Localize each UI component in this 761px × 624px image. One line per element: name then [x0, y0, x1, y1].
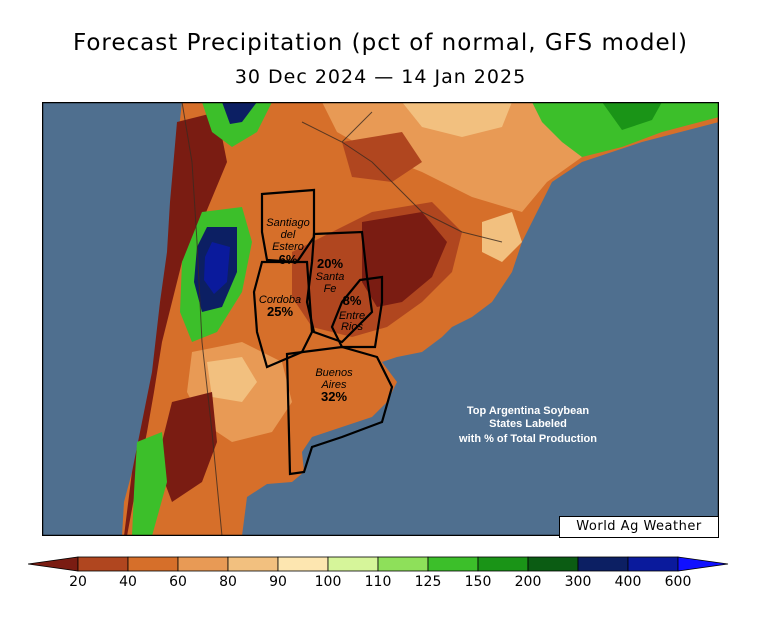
legend-swatch: [327, 556, 379, 572]
svg-text:Rios: Rios: [341, 321, 364, 333]
legend-label: 80: [219, 574, 237, 590]
svg-text:with % of Total Production: with % of Total Production: [458, 433, 597, 445]
region-brazil-coast-wet: [532, 102, 719, 157]
state-label-buenos-aires: Buenos Aires 32%: [315, 367, 353, 404]
svg-text:States Labeled: States Labeled: [489, 418, 567, 430]
svg-text:Cordoba: Cordoba: [259, 294, 301, 306]
region-andes-max: [204, 242, 230, 294]
svg-text:Estero: Estero: [272, 241, 304, 253]
svg-text:del: del: [281, 229, 296, 241]
legend-swatch: [377, 556, 429, 572]
border-entre-rios: [330, 275, 384, 349]
region-north-andes-wet: [202, 102, 272, 147]
border-cordoba: [252, 260, 314, 369]
map-subtitle: 30 Dec 2024 — 14 Jan 2025: [234, 66, 527, 88]
legend-swatch: [277, 556, 329, 572]
legend-swatch: [427, 556, 479, 572]
legend-labels: 20 40 60 80 90 100 110 125 150 200 300 400 600: [0, 574, 761, 594]
precipitation-map: Santiago del Estero 6% 20% Santa Fe Cord…: [42, 102, 719, 536]
legend-swatch: [477, 556, 529, 572]
color-legend: [28, 556, 729, 572]
legend-label: 200: [514, 574, 542, 590]
region-north-andes-vwet: [222, 102, 257, 124]
region-south-wet: [132, 432, 167, 536]
svg-text:6%: 6%: [279, 252, 298, 267]
legend-label: 150: [464, 574, 492, 590]
legend-swatch: [177, 556, 229, 572]
soybean-province-borders: [252, 188, 394, 476]
region-brazil-pale: [402, 102, 512, 137]
map-title: Forecast Precipitation (pct of normal, G…: [72, 30, 689, 56]
legend-swatch: [627, 556, 679, 572]
region-very-dry-north: [342, 132, 422, 182]
legend-swatch: [227, 556, 279, 572]
svg-text:Santa: Santa: [316, 271, 345, 283]
state-label-santiago: Santiago del Estero 6%: [266, 217, 309, 267]
legend-swatch: [77, 556, 129, 572]
legend-label: 20: [69, 574, 87, 590]
legend-swatch: [577, 556, 629, 572]
svg-text:8%: 8%: [343, 293, 362, 308]
region-coast-pale: [482, 212, 522, 262]
legend-label: 125: [414, 574, 442, 590]
legend-label: 110: [364, 574, 392, 590]
legend-arrow-high: [677, 556, 729, 572]
region-brazil-coast-vwet: [602, 102, 662, 130]
svg-text:Entre: Entre: [339, 310, 365, 322]
legend-label: 40: [119, 574, 137, 590]
svg-text:Aires: Aires: [320, 379, 347, 391]
credit-label: World Ag Weather: [559, 516, 719, 538]
legend-label: 90: [269, 574, 287, 590]
legend-label: 60: [169, 574, 187, 590]
legend-label: 600: [664, 574, 692, 590]
border-buenos-aires: [285, 345, 394, 476]
country-borders: [181, 102, 503, 536]
region-south-dry: [157, 392, 217, 502]
legend-label: 300: [564, 574, 592, 590]
svg-text:Santiago: Santiago: [266, 217, 309, 229]
svg-text:20%: 20%: [317, 256, 343, 271]
state-label-entre-rios: 8% Entre Rios: [339, 293, 365, 333]
legend-label: 400: [614, 574, 642, 590]
border-santa-fe: [305, 230, 374, 344]
svg-text:32%: 32%: [321, 389, 347, 404]
svg-text:Fe: Fe: [324, 283, 337, 295]
svg-text:Top Argentina Soybean: Top Argentina Soybean: [467, 405, 590, 417]
legend-label: 100: [314, 574, 342, 590]
soybean-note: Top Argentina Soybean States Labeled wit…: [458, 405, 597, 445]
legend-swatch: [127, 556, 179, 572]
state-label-cordoba: Cordoba 25%: [259, 294, 301, 319]
state-label-santa-fe: 20% Santa Fe: [316, 256, 345, 295]
region-patagonia-pale: [207, 357, 257, 402]
svg-text:25%: 25%: [267, 304, 293, 319]
svg-text:Buenos: Buenos: [315, 367, 353, 379]
legend-swatch: [527, 556, 579, 572]
legend-arrow-low: [28, 556, 79, 572]
region-very-dry: [362, 212, 447, 307]
